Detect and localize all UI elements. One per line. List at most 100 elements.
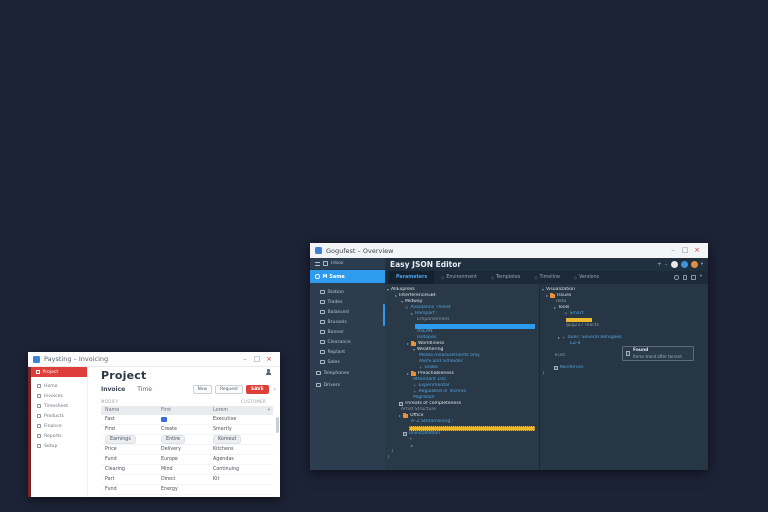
caret-down-icon[interactable]: ▾ xyxy=(387,287,390,292)
close-button[interactable]: × xyxy=(694,246,700,254)
caret-right-icon[interactable]: ▸ xyxy=(554,305,557,310)
tree-row[interactable]: Artist Structure xyxy=(385,407,539,413)
tree-row[interactable]: Empanelment xyxy=(385,317,539,323)
light-window-titlebar[interactable]: Paysting – Invoicing – □ × xyxy=(28,352,280,367)
tree-row[interactable]: EZ-4 xyxy=(540,341,708,347)
tree-row[interactable]: ▸ xyxy=(385,443,539,449)
tree-row[interactable]: ] xyxy=(385,449,539,455)
sidebar-item[interactable]: Replant xyxy=(310,347,385,357)
plus-icon[interactable]: + xyxy=(413,383,417,388)
caret-right-icon[interactable]: ▸ xyxy=(546,293,549,298)
table-row[interactable]: Fund Energy xyxy=(101,485,273,495)
lock-icon[interactable] xyxy=(691,275,696,280)
tree-row[interactable]: ▸ Office xyxy=(385,413,539,419)
caret-right-icon[interactable]: ▸ xyxy=(558,335,561,341)
avatar-orange[interactable] xyxy=(690,261,698,268)
menu-icon[interactable] xyxy=(315,261,320,266)
sidebar-item[interactable]: Products xyxy=(28,411,87,421)
tree-row[interactable]: data xyxy=(540,299,708,305)
column-header[interactable]: Lorem xyxy=(213,408,229,413)
chevron-down-icon[interactable]: ▾ xyxy=(700,262,703,267)
tree-row[interactable]: ▾ Weathering xyxy=(385,347,539,353)
tree-row[interactable]: ▸ Rampart : xyxy=(385,311,539,317)
sort-chevron-icon[interactable]: ▾ xyxy=(267,407,270,413)
tree-row[interactable]: ▸ Preachableness xyxy=(385,371,539,377)
user-icon[interactable] xyxy=(265,369,272,376)
scrollbar-thumb[interactable] xyxy=(276,417,279,433)
tree-row[interactable]: Uninstallation xyxy=(385,431,539,437)
tree-row[interactable]: + Regulated in Technik xyxy=(385,389,539,395)
chevron-down-icon[interactable]: ▾ xyxy=(699,274,702,280)
tree-row[interactable]: Reinforces xyxy=(540,365,708,371)
tree-row[interactable]: ▸ Tools xyxy=(540,305,708,311)
sidebar-item[interactable]: Reports xyxy=(28,431,87,441)
caret-right-icon[interactable]: ▸ xyxy=(411,443,414,448)
next-arrow-icon[interactable]: › xyxy=(273,386,276,393)
tab-invoice[interactable]: Invoice xyxy=(101,386,126,393)
sidebar-item[interactable]: Banner xyxy=(310,327,385,337)
sidebar-header[interactable]: Inbox xyxy=(310,258,385,270)
caret-right-icon[interactable]: ▸ xyxy=(407,371,410,376)
sidebar-item[interactable]: Brussels xyxy=(310,317,385,327)
tree-row[interactable]: ≡ Avoidance Threat xyxy=(385,305,539,311)
tree-row[interactable]: ▸ InterferenceGBF xyxy=(385,293,539,299)
sidebar-scroll-indicator[interactable] xyxy=(383,304,385,326)
tree-row[interactable]: Trust xyxy=(540,353,708,359)
minimize-button[interactable]: – xyxy=(671,246,675,254)
table-row[interactable]: Price Delivery Kitchens xyxy=(101,445,273,455)
sidebar-item-selected[interactable]: Project xyxy=(31,367,87,377)
tree-row[interactable]: ▾ Midway xyxy=(385,299,539,305)
plus-icon[interactable]: + xyxy=(419,365,423,370)
tree-row[interactable]: ASEAN xyxy=(385,329,539,335)
tree-row[interactable]: Threats of completeness xyxy=(385,401,539,407)
tree-row[interactable]: Isotopes xyxy=(385,335,539,341)
caret-down-icon[interactable]: ▾ xyxy=(542,287,545,292)
sidebar-item-selected[interactable]: M Same xyxy=(310,270,385,283)
avatar-light[interactable] xyxy=(670,261,678,268)
caret-right-icon[interactable]: ▸ xyxy=(411,311,414,316)
zoom-in-icon[interactable]: + xyxy=(656,260,662,268)
new-button[interactable]: New xyxy=(192,385,213,394)
bell-icon[interactable] xyxy=(674,275,679,280)
sidebar-item[interactable]: Balanced xyxy=(310,307,385,317)
tab-environment[interactable]: ◇ Environment xyxy=(434,271,484,284)
caret-right-icon[interactable]: ▸ xyxy=(407,341,410,346)
maximize-button[interactable]: □ xyxy=(681,246,689,254)
sidebar-item[interactable]: Invoices xyxy=(28,391,87,401)
request-button[interactable]: Request xyxy=(215,385,243,394)
sidebar-item[interactable]: Finance xyxy=(28,421,87,431)
selected-row-blue[interactable] xyxy=(415,323,535,329)
avatar-blue[interactable] xyxy=(680,261,688,268)
tab-templates[interactable]: ◇ Templates xyxy=(484,271,527,284)
minimize-button[interactable]: – xyxy=(243,354,247,363)
caret-right-icon[interactable]: ▸ xyxy=(395,293,398,298)
tree-row[interactable]: Attendant 105 xyxy=(385,377,539,383)
table-row[interactable]: Fast Executive xyxy=(101,415,273,425)
caret-right-icon[interactable]: ▸ xyxy=(399,413,402,418)
table-row[interactable]: Fund Europe Agendas xyxy=(101,455,273,465)
tree-row[interactable]: } xyxy=(385,455,539,461)
selected-row-yellow[interactable] xyxy=(409,425,535,431)
column-header[interactable]: Name xyxy=(105,408,120,413)
tab-parameters[interactable]: Parameters xyxy=(389,271,435,284)
sidebar-item[interactable]: Home xyxy=(28,381,87,391)
tab-time[interactable]: Time xyxy=(137,386,152,393)
tree-row[interactable]: ▸ Worldliness xyxy=(385,341,539,347)
tree-row[interactable]: + Experimental xyxy=(385,383,539,389)
tree-row[interactable]: A–Z Streamlining : xyxy=(385,419,539,425)
tree-row[interactable]: } xyxy=(540,371,708,377)
plus-icon[interactable]: + xyxy=(562,335,566,340)
highlight-pill[interactable] xyxy=(566,317,592,323)
tree-row[interactable]: ▾ Visualization xyxy=(540,287,708,293)
shield-icon[interactable] xyxy=(682,275,688,280)
dark-window-titlebar[interactable]: Gogufest – Overview – □ × xyxy=(310,243,708,258)
zoom-out-icon[interactable]: – xyxy=(664,260,668,268)
save-button[interactable]: SAVE xyxy=(245,385,269,394)
tree-row[interactable]: ▾ AllExpress xyxy=(385,287,539,293)
tree-row[interactable]: Migration xyxy=(385,395,539,401)
tree-row[interactable]: gog227 reacts xyxy=(540,323,708,329)
tree-row[interactable]: + xyxy=(385,437,539,443)
tab-timeline[interactable]: ◇ Timeline xyxy=(527,271,566,284)
tree-row[interactable]: ▸ Issues xyxy=(540,293,708,299)
tree-row[interactable]: Media measurements only xyxy=(385,353,539,359)
